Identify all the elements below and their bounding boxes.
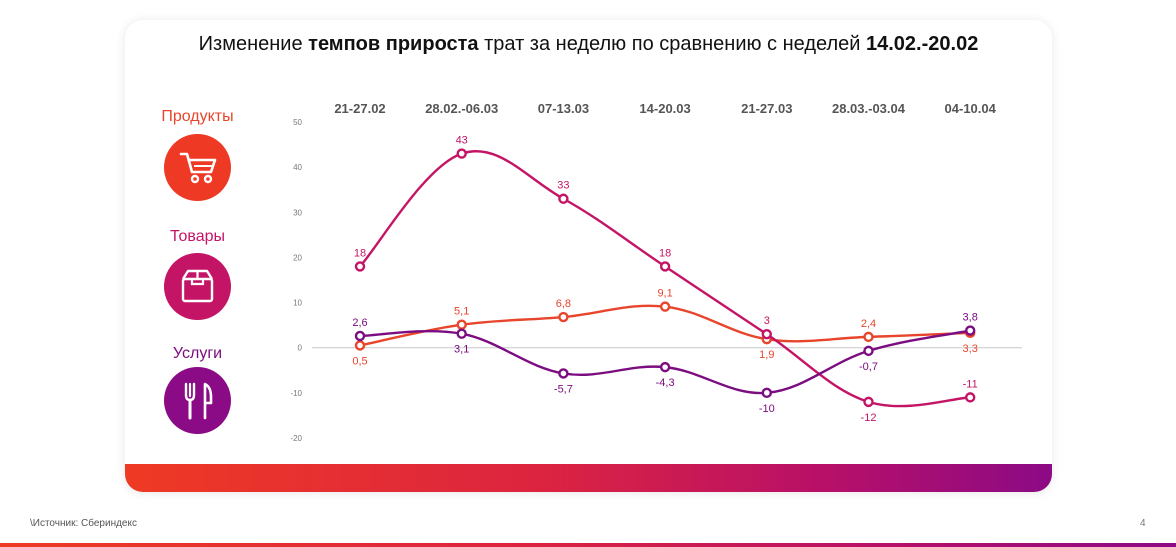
data-label-services: 2,6 [352,317,367,329]
data-point-goods [354,261,366,272]
data-label-services: -10 [759,403,775,415]
bottom-gradient-line [0,543,1176,547]
data-point-goods [761,328,772,340]
data-label-products: 9,1 [657,288,672,300]
page-number: 4 [1140,518,1146,529]
x-tick-label: 28.03.-03.04 [832,101,906,116]
series-products: 0,5 5,1 6,8 9,1 1,9 2,4 3,3 [352,288,977,368]
x-tick-label: 04-10.04 [945,101,997,116]
x-axis: 21-27.02 28.02.-06.03 07-13.03 14-20.03 21-2… [334,101,996,116]
title-part-1: Изменение [198,33,309,55]
data-point-services [761,387,772,399]
data-label-goods: -11 [963,378,978,390]
data-label-goods: 43 [456,135,468,147]
data-point-services [558,368,569,379]
legend-label-services: Услуги [172,345,223,362]
data-label-products: 3,3 [963,343,978,355]
x-tick-label: 28.02.-06.03 [425,101,498,116]
data-label-goods: 33 [557,180,569,192]
card-gradient-bar [125,464,1052,492]
shopping-cart-icon [164,134,231,201]
data-label-services: -4,3 [656,377,675,389]
data-point-goods [456,148,467,159]
y-tick-label: 40 [293,163,302,172]
data-point-services [456,328,467,339]
legend-label-goods: Товары [169,228,226,245]
x-tick-label: 21-27.02 [334,101,385,116]
y-tick-label: 20 [293,253,302,262]
data-point-products [558,311,569,323]
x-tick-label: 14-20.03 [639,101,690,116]
y-tick-label: 0 [298,344,303,353]
data-point-services [659,361,671,373]
series-group: 0,5 5,1 6,8 9,1 1,9 2,4 3,3 18 43 33 18 3 -12 -11 2,6 3… [352,135,977,424]
data-label-products: 0,5 [352,355,367,367]
data-label-goods: 18 [659,247,671,259]
title-bold-1: темпов прироста [308,33,479,55]
y-tick-label: 10 [293,299,302,308]
title-bold-2: 14.02.-20.02 [866,33,979,55]
data-point-products [354,340,366,351]
y-axis: 50 40 30 20 10 0 -10 -20 [290,118,302,443]
data-label-services: -5,7 [554,383,573,395]
box-icon [164,253,231,320]
x-tick-label: 07-13.03 [538,101,589,116]
series-goods: 18 43 33 18 3 -12 -11 [354,135,978,424]
data-point-goods [863,396,874,408]
y-tick-label: 50 [293,118,302,127]
data-label-goods: 18 [354,247,366,259]
data-point-goods [558,193,569,204]
data-label-products: 6,8 [556,298,571,310]
data-label-products: 5,1 [454,306,469,318]
data-point-services [354,330,366,342]
source-note: \Источник: Сбериндекс [30,518,137,529]
y-tick-label: -20 [290,434,302,443]
data-label-products: 2,4 [861,318,876,330]
data-point-services [965,325,976,336]
data-label-products: 1,9 [759,349,774,361]
chart-card [125,20,1052,492]
data-label-services: -0,7 [859,361,878,373]
fork-knife-icon [164,367,231,434]
data-point-goods [965,392,976,403]
legend-label-products: Продукты [161,108,234,125]
x-tick-label: 21-27.03 [741,101,792,116]
data-point-services [863,345,874,357]
data-point-goods [659,261,671,272]
y-tick-label: 30 [293,208,302,217]
series-services: 2,6 3,1 -5,7 -4,3 -10 -0,7 3,8 [352,312,977,415]
data-label-goods: -12 [861,412,877,424]
page-title: Изменение темпов прироста трат за неделю… [125,33,1052,56]
data-point-products [456,319,467,330]
data-label-services: 3,8 [963,312,978,324]
data-label-services: 3,1 [454,344,469,356]
data-label-goods: 3 [764,315,770,327]
data-point-products [659,301,671,312]
y-tick-label: -10 [290,389,302,398]
data-point-products [863,331,874,343]
title-part-2: трат за неделю по сравнению с неделей [478,33,866,55]
